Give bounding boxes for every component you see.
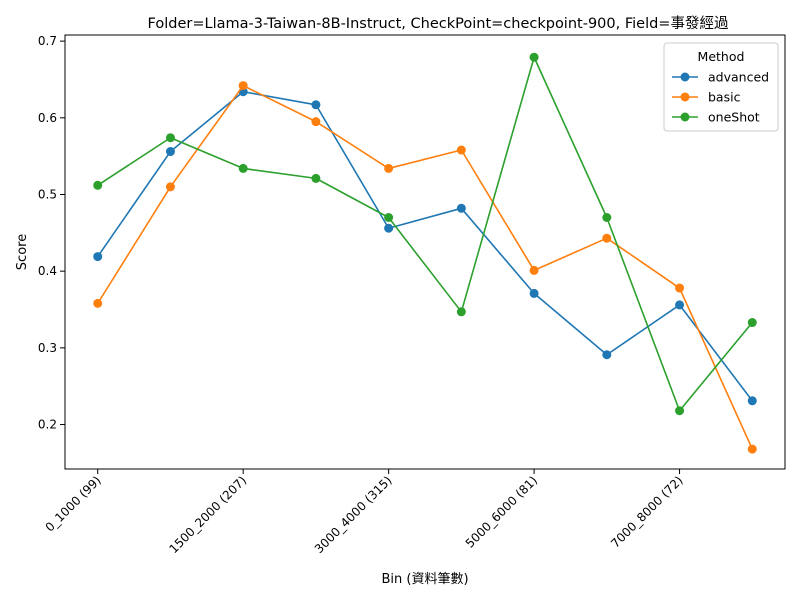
y-tick-label: 0.3 xyxy=(38,341,57,355)
legend-marker xyxy=(680,72,690,82)
data-point xyxy=(456,145,466,155)
data-point xyxy=(747,396,757,406)
y-axis-label: Score xyxy=(15,234,30,270)
legend-frame xyxy=(663,42,779,132)
series-line xyxy=(97,84,754,450)
legend-label: oneShot xyxy=(708,110,760,125)
data-point xyxy=(384,212,394,222)
legend-title: Method xyxy=(698,49,745,64)
x-axis: 0_1000 (99) 1500_2000 (207) 3000_4000 (315… xyxy=(43,469,686,556)
data-point xyxy=(238,81,248,91)
series-layer xyxy=(93,52,757,454)
data-point xyxy=(747,444,757,454)
data-point xyxy=(93,298,103,308)
x-tick-label: 7000_8000 (72) xyxy=(608,473,685,550)
data-point xyxy=(602,233,612,243)
data-point xyxy=(675,300,685,310)
x-tick-label: 1500_2000 (207) xyxy=(166,473,249,556)
y-axis: 0.2 0.3 0.4 0.5 0.6 0.7 xyxy=(38,34,65,432)
x-tick-label: 5000_6000 (81) xyxy=(463,473,540,550)
y-tick-label: 0.6 xyxy=(38,111,57,125)
data-point xyxy=(384,223,394,233)
data-point xyxy=(529,288,539,298)
data-point xyxy=(602,212,612,222)
data-point xyxy=(165,182,175,192)
legend-label: basic xyxy=(708,90,741,105)
data-point xyxy=(675,283,685,293)
data-point xyxy=(675,406,685,416)
x-tick-label: 3000_4000 (315) xyxy=(312,473,395,556)
data-point xyxy=(456,203,466,213)
y-tick-label: 0.7 xyxy=(38,34,57,48)
data-point xyxy=(747,318,757,328)
data-point xyxy=(384,163,394,173)
legend-label: advanced xyxy=(708,70,769,85)
data-point xyxy=(529,265,539,275)
data-point xyxy=(238,163,248,173)
series-line xyxy=(97,90,753,402)
y-tick-label: 0.4 xyxy=(38,264,57,278)
x-axis-label: Bin (資料筆數) xyxy=(381,572,468,587)
series-line xyxy=(97,56,753,412)
data-point xyxy=(93,180,103,190)
data-point xyxy=(93,252,103,262)
data-point xyxy=(165,133,175,143)
data-point xyxy=(456,307,466,317)
x-tick-label: 0_1000 (99) xyxy=(43,473,104,534)
data-point xyxy=(529,52,539,62)
legend-marker xyxy=(680,92,690,102)
data-point xyxy=(311,100,321,110)
series-basic xyxy=(93,81,757,454)
legend: Method advanced basic oneShot xyxy=(663,42,779,132)
legend-marker xyxy=(680,112,690,122)
series-oneShot xyxy=(93,52,757,416)
y-tick-label: 0.5 xyxy=(38,187,57,201)
data-point xyxy=(602,350,612,360)
series-advanced xyxy=(93,87,757,406)
data-point xyxy=(165,147,175,157)
data-point xyxy=(311,117,321,127)
chart-title: Folder=Llama-3-Taiwan-8B-Instruct, Check… xyxy=(148,15,729,32)
y-tick-label: 0.2 xyxy=(38,418,57,432)
data-point xyxy=(311,173,321,183)
